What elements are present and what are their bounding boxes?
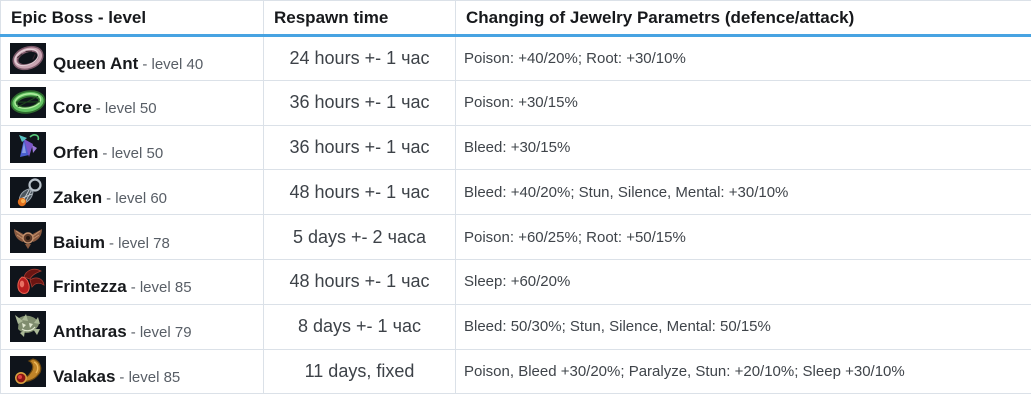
boss-level: - level 78 (108, 234, 170, 252)
boss-cell: Frintezza - level 85 (0, 258, 264, 305)
column-header-respawn-time: Respawn time (263, 0, 456, 37)
boss-label: Zaken - level 60 (53, 177, 167, 208)
boss-cell: Queen Ant - level 40 (0, 35, 264, 81)
boss-cell-content: Queen Ant - level 40 (1, 42, 263, 74)
boss-label: Queen Ant - level 40 (53, 43, 203, 74)
jewelry-cell: Poison: +40/20%; Root: +30/10% (455, 35, 1031, 81)
respawn-cell: 8 days +- 1 час (263, 303, 456, 350)
boss-label: Valakas - level 85 (53, 356, 180, 387)
boss-name: Frintezza (53, 277, 127, 297)
boss-level: - level 60 (106, 189, 168, 207)
respawn-cell: 11 days, fixed (263, 348, 456, 395)
boss-label: Core - level 50 (53, 87, 157, 118)
boss-cell: Orfen - level 50 (0, 124, 264, 171)
boss-level: - level 50 (102, 144, 164, 162)
valakas-necklace-icon (10, 355, 46, 387)
table-row: Valakas - level 85 11 days, fixed Poison,… (0, 348, 1031, 395)
core-ring-icon (10, 87, 46, 119)
boss-cell-content: Antharas - level 79 (1, 311, 263, 343)
respawn-cell: 24 hours +- 1 час (263, 35, 456, 81)
table-row: Core - level 50 36 hours +- 1 час Poison:… (0, 79, 1031, 126)
boss-name: Antharas (53, 322, 127, 342)
respawn-cell: 48 hours +- 1 час (263, 258, 456, 305)
frintezza-necklace-icon (10, 266, 46, 298)
boss-cell-content: Valakas - level 85 (1, 355, 263, 387)
jewelry-cell: Poison: +60/25%; Root: +50/15% (455, 214, 1031, 260)
boss-name: Orfen (53, 142, 99, 162)
table-row: Frintezza - level 85 48 hours +- 1 час Sl… (0, 258, 1031, 305)
jewelry-cell: Bleed: +40/20%; Stun, Silence, Mental: +… (455, 169, 1031, 216)
table-row: Baium - level 78 5 days +- 2 часа Poison:… (0, 214, 1031, 260)
boss-cell-content: Orfen - level 50 (1, 131, 263, 163)
boss-name: Baium (53, 232, 105, 252)
column-header-jewelry-params: Changing of Jewelry Parametrs (defence/a… (455, 0, 1031, 37)
table-row: Antharas - level 79 8 days +- 1 час Bleed… (0, 303, 1031, 350)
boss-cell: Zaken - level 60 (0, 169, 264, 216)
boss-table-body: Queen Ant - level 40 24 hours +- 1 час Po… (0, 35, 1031, 395)
boss-name: Core (53, 98, 92, 118)
boss-cell-content: Zaken - level 60 (1, 176, 263, 208)
boss-label: Frintezza - level 85 (53, 266, 192, 297)
boss-level: - level 85 (130, 279, 192, 297)
boss-name: Zaken (53, 187, 103, 207)
zaken-earring-icon (10, 176, 46, 208)
boss-cell-content: Baium - level 78 (1, 221, 263, 253)
baium-ring-icon (10, 221, 46, 253)
boss-cell: Valakas - level 85 (0, 348, 264, 395)
boss-cell-content: Core - level 50 (1, 87, 263, 119)
table-row: Orfen - level 50 36 hours +- 1 час Bleed:… (0, 124, 1031, 171)
respawn-cell: 36 hours +- 1 час (263, 124, 456, 171)
boss-level: - level 79 (130, 324, 192, 342)
jewelry-cell: Bleed: +30/15% (455, 124, 1031, 171)
respawn-cell: 5 days +- 2 часа (263, 214, 456, 260)
boss-name: Valakas (53, 366, 116, 386)
respawn-cell: 48 hours +- 1 час (263, 169, 456, 216)
boss-level: - level 50 (95, 100, 157, 118)
jewelry-cell: Poison, Bleed +30/20%; Paralyze, Stun: +… (455, 348, 1031, 395)
jewelry-cell: Poison: +30/15% (455, 79, 1031, 126)
table-row: Queen Ant - level 40 24 hours +- 1 час Po… (0, 35, 1031, 81)
column-header-epic-boss: Epic Boss - level (0, 0, 264, 37)
respawn-cell: 36 hours +- 1 час (263, 79, 456, 126)
boss-name: Queen Ant (53, 53, 139, 73)
header-row: Epic Boss - level Respawn time Changing … (0, 0, 1031, 37)
boss-cell-content: Frintezza - level 85 (1, 266, 263, 298)
boss-level: - level 85 (119, 368, 181, 386)
antharas-earring-icon (10, 311, 46, 343)
boss-cell: Baium - level 78 (0, 214, 264, 260)
jewelry-cell: Sleep: +60/20% (455, 258, 1031, 305)
table-row: Zaken - level 60 48 hours +- 1 час Bleed:… (0, 169, 1031, 216)
jewelry-cell: Bleed: 50/30%; Stun, Silence, Mental: 50… (455, 303, 1031, 350)
boss-cell: Antharas - level 79 (0, 303, 264, 350)
orfen-earring-icon (10, 131, 46, 163)
boss-level: - level 40 (142, 55, 204, 73)
queen-ant-ring-icon (10, 42, 46, 74)
boss-label: Baium - level 78 (53, 222, 170, 253)
boss-label: Orfen - level 50 (53, 132, 163, 163)
boss-cell: Core - level 50 (0, 79, 264, 126)
boss-label: Antharas - level 79 (53, 311, 192, 342)
